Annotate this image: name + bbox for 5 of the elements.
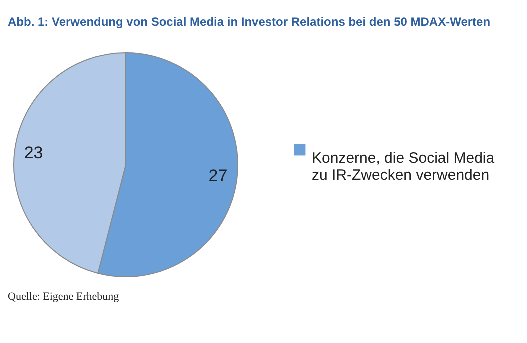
- chart-title: Abb. 1: Verwendung von Social Media in Investor Relations bei den 50 MDAX-Werten: [8, 15, 491, 29]
- data-label: 27: [208, 166, 228, 186]
- source-note: Quelle: Eigene Erhebung: [8, 291, 120, 303]
- data-label: 23: [24, 143, 44, 162]
- legend-label: Konzerne, die Social Media zu IR-Zwecken verwenden: [312, 150, 496, 184]
